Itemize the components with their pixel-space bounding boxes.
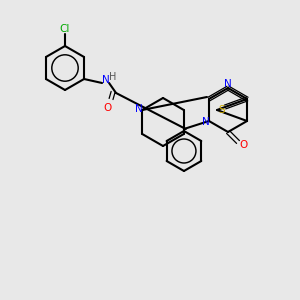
Text: O: O [103,103,111,113]
Text: N: N [102,75,110,85]
Text: S: S [219,105,225,115]
Text: N: N [135,104,143,114]
Text: N: N [202,117,210,127]
Text: Cl: Cl [60,24,70,34]
Text: N: N [224,79,232,89]
Text: H: H [110,72,117,82]
Text: O: O [239,140,247,150]
